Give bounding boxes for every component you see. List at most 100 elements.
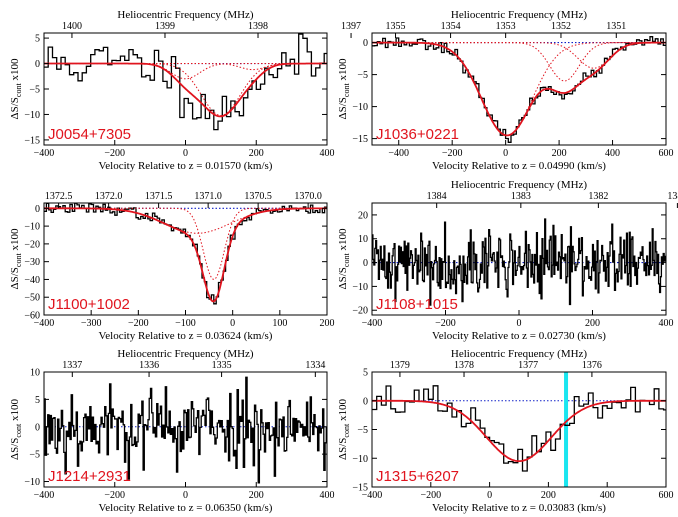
panel-j1108-1015: −400 −200 0 200 400 −20 −10 0 10 20 1384 1383 1382 13… (337, 179, 678, 342)
top-axis-title: Heliocentric Frequency (MHz) (451, 179, 588, 191)
x-axis-title: Velocity Relative to z = 0.02730 (km/s) (432, 330, 606, 342)
panel-j1100-1002: −400 −300 −200 −100 0 100 200−60−50−40−30−20−1… (9, 191, 335, 342)
top-tick-label: 1370.0 (294, 191, 322, 202)
top-tick-label: 1370.5 (244, 191, 272, 202)
component-fit-1 (44, 207, 327, 280)
y-axis-title: ΔS/Scont x100 (337, 228, 351, 289)
y-tick-label: −5 (29, 450, 40, 461)
x-tick-label: 400 (659, 318, 674, 329)
y-axis-title: ΔS/Scont x100 (337, 58, 351, 119)
source-name-label: J1036+0221 (376, 126, 459, 143)
y-tick-label: 5 (35, 395, 40, 406)
y-tick-label: −5 (29, 85, 40, 96)
top-tick-label: 1372.0 (95, 191, 123, 202)
source-name-label: J0054+7305 (48, 126, 131, 143)
y-tick-label: −30 (24, 257, 40, 268)
y-tick-label: −5 (357, 425, 368, 436)
x-tick-label: 200 (320, 318, 335, 329)
x-tick-label: 200 (552, 148, 567, 159)
top-tick-label: 1372.5 (45, 191, 73, 202)
panel-j1315-6207: −400 −200 0 200 400 600 −15 −10 −5 0 5 1379 1378 1377… (337, 348, 674, 514)
x-axis-title: Velocity Relative to z = 0.01570 (km/s) (99, 160, 273, 172)
spectrum-series (44, 376, 327, 484)
x-axis-title: Velocity Relative to z = 0.03083 (km/s) (432, 502, 606, 514)
x-axis-title: Velocity Relative to z = 0.06350 (km/s) (99, 502, 273, 514)
top-tick-label: 1354 (441, 21, 461, 32)
y-tick-label: −10 (352, 454, 368, 465)
top-axis-title: Heliocentric Frequency (MHz) (117, 348, 254, 360)
y-tick-label: 5 (363, 368, 368, 379)
top-tick-label: 1371.0 (194, 191, 222, 202)
x-tick-label: −400 (34, 148, 55, 159)
y-tick-label: −20 (352, 306, 368, 317)
spectrum-series (44, 33, 327, 131)
y-tick-label: 0 (363, 258, 368, 269)
top-tick-label: 1398 (248, 21, 268, 32)
y-tick-label: 0 (363, 396, 368, 407)
x-tick-label: 400 (600, 490, 615, 501)
plot-frame (371, 32, 667, 146)
spectrum-series (372, 218, 666, 306)
spectrum-series (372, 36, 666, 143)
x-tick-label: 0 (487, 490, 492, 501)
y-tick-label: −40 (24, 275, 40, 286)
x-tick-label: 600 (659, 148, 674, 159)
y-axis-title: ΔS/Scont x100 (9, 58, 23, 119)
total-fit-line (372, 399, 666, 462)
x-tick-label: 200 (585, 318, 600, 329)
y-tick-label: −10 (24, 477, 40, 488)
spectrum-series (44, 203, 327, 305)
x-tick-label: 400 (320, 490, 335, 501)
x-tick-label: −400 (362, 318, 383, 329)
y-tick-label: −60 (24, 311, 40, 322)
top-tick-label: 1399 (155, 21, 175, 32)
y-tick-label: −15 (24, 135, 40, 146)
component-fit-2 (44, 63, 327, 80)
source-name-label: J1315+6207 (376, 468, 459, 485)
x-tick-label: 0 (183, 148, 188, 159)
x-tick-label: 200 (249, 148, 264, 159)
y-tick-label: 0 (35, 59, 40, 70)
x-tick-label: −200 (104, 148, 125, 159)
x-tick-label: 200 (249, 490, 264, 501)
y-axis-title: ΔS/Scont x100 (337, 399, 351, 460)
x-tick-label: 0 (183, 490, 188, 501)
x-tick-label: −400 (34, 318, 55, 329)
source-name-label: J1108+1015 (376, 296, 458, 313)
top-tick-label: 1353 (496, 21, 516, 32)
x-tick-label: 400 (320, 148, 335, 159)
y-axis-title: ΔS/Scont x100 (9, 228, 23, 289)
x-tick-label: 400 (605, 148, 620, 159)
top-axis-title: Heliocentric Frequency (MHz) (451, 348, 588, 360)
y-tick-label: −10 (24, 110, 40, 121)
top-tick-label: 1376 (582, 360, 602, 371)
x-tick-label: 0 (503, 148, 508, 159)
top-axis-title: Heliocentric Frequency (MHz) (117, 9, 254, 21)
source-name-label: J1214+2931 (48, 468, 131, 485)
y-axis-title: ΔS/Scont x100 (9, 399, 23, 460)
top-tick-label: 1379 (390, 360, 410, 371)
y-tick-label: −10 (352, 102, 368, 113)
x-tick-label: 100 (272, 318, 287, 329)
y-tick-label: −20 (24, 239, 40, 250)
x-tick-label: −200 (104, 490, 125, 501)
top-tick-label: 1383 (511, 191, 531, 202)
top-tick-label: 1382 (588, 191, 608, 202)
y-tick-label: −10 (352, 282, 368, 293)
y-tick-label: 0 (363, 38, 368, 49)
top-axis-title: Heliocentric Frequency (MHz) (451, 9, 588, 21)
total-fit-line (44, 207, 327, 303)
total-fit-line (372, 41, 666, 137)
top-tick-label: 1336 (139, 360, 159, 371)
spectrum-series (372, 385, 666, 472)
x-tick-label: −400 (362, 490, 383, 501)
x-tick-label: 0 (230, 318, 235, 329)
x-tick-label: −200 (435, 318, 456, 329)
y-tick-label: 10 (30, 368, 40, 379)
top-tick-label: 1351 (606, 21, 626, 32)
x-tick-label: −200 (420, 490, 441, 501)
x-tick-label: 600 (659, 490, 674, 501)
top-tick-label: 1377 (518, 360, 538, 371)
top-tick-label: 1335 (212, 360, 232, 371)
y-tick-label: 20 (358, 210, 368, 221)
